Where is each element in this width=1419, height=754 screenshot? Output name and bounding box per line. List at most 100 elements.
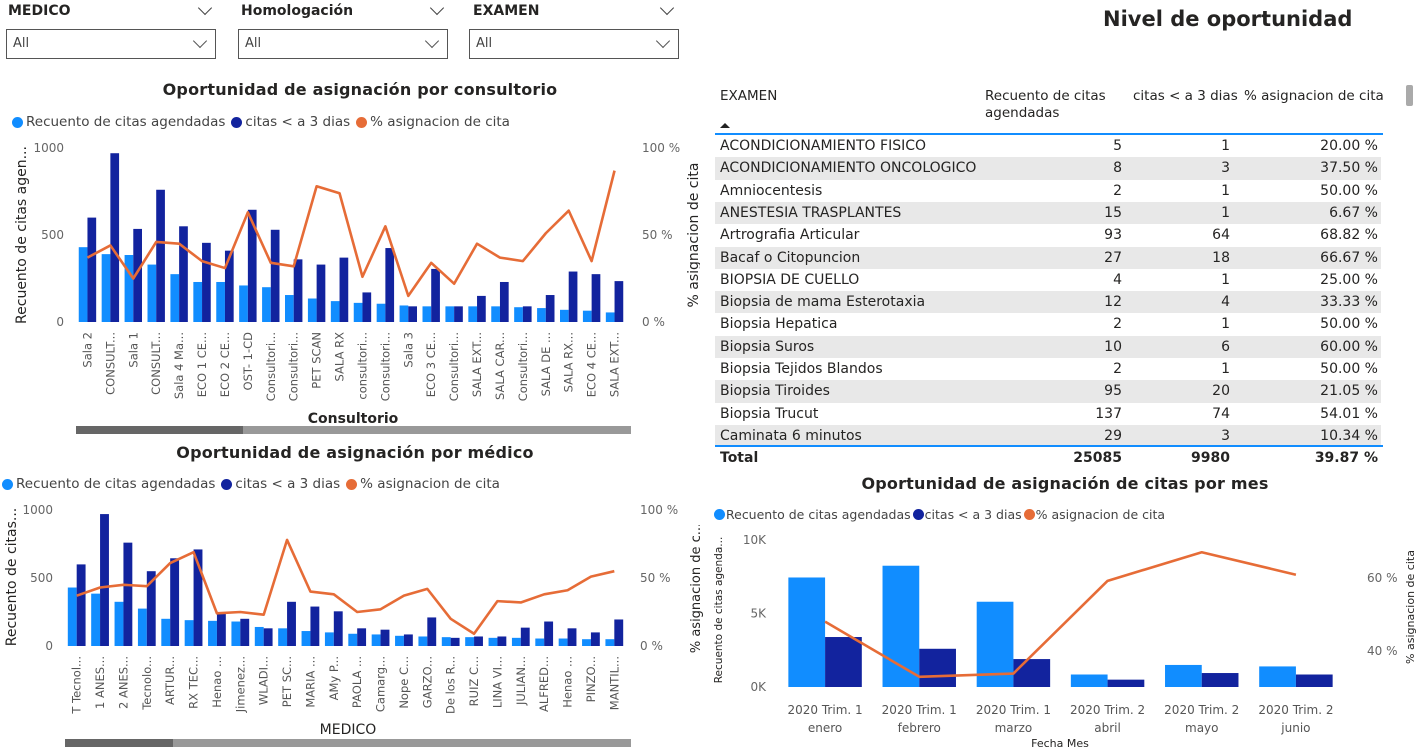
table-row[interactable]: Biopsia Tejidos Blandos 2 1 50.00 % [715,358,1381,380]
legend-item-under3[interactable]: citas < a 3 dias [912,507,1022,522]
bar-citas-3 [385,248,395,322]
legend-item-count[interactable]: Recuento de citas agendadas [2,476,215,492]
bar-recuento [441,637,451,646]
table-row[interactable]: Biopsia Trucut 137 74 54.01 % [715,403,1381,425]
chevron-down-icon[interactable] [659,0,675,16]
x-tick-label: 2 ANES... [116,656,130,709]
cell-pct: 33.33 % [1320,294,1378,311]
legend-dot-icon [356,116,368,128]
sort-ascending-icon[interactable] [720,123,730,128]
table-header-examen[interactable]: EXAMEN [720,88,778,104]
table-row[interactable]: ACONDICIONAMIENTO FISICO 5 1 20.00 % [715,135,1381,157]
chevron-down-icon[interactable] [429,0,445,16]
x-tick-label: PINZO... [584,656,598,702]
cell-citas-3: 1 [1221,138,1230,154]
cell-examen: ACONDICIONAMIENTO FISICO [720,138,927,154]
table-row[interactable]: Bacaf o Citopuncion 27 18 66.67 % [715,246,1381,269]
bar-recuento [147,264,157,322]
legend-item-pct[interactable]: % asignacion de cita [346,476,500,492]
bar-citas-3 [100,514,109,646]
legend-item-pct[interactable]: % asignacion de cita [1023,507,1165,522]
bar-recuento [216,281,225,322]
table-row[interactable]: Biopsia Tiroides 95 20 21.05 % [715,380,1381,403]
legend-item-pct[interactable]: % asignacion de cita [356,114,510,130]
table-header-recuento[interactable]: Recuento de citas agendadas [985,88,1106,121]
bar-citas-3 [474,636,483,646]
chart-consultorio[interactable]: 1000 500 0 100 % 50 % 0 % Sala 2 CONSULT... Sala… [0,135,700,435]
legend-label: % asignacion de cita [360,476,500,492]
bar-citas-3 [403,634,413,646]
legend-dot-icon [714,509,725,520]
x-tick-label: PAOLA ... [350,656,364,708]
table-row[interactable]: ACONDICIONAMIENTO ONCOLOGICO 8 3 37.50 % [715,157,1381,180]
cell-examen: Biopsia Suros [720,338,815,355]
table-header-pct[interactable]: % asignacion de cita [1244,88,1384,104]
chart-mes[interactable]: 10K 5K 0K 60 % 40 % 2020 Trim. 1 enero 2020 Tri… [680,525,1419,754]
legend-item-under3[interactable]: citas < a 3 dias [231,114,350,130]
bar-citas-3 [1013,659,1051,687]
table-row[interactable]: BIOPSIA DE CUELLO 4 1 25.00 % [715,269,1381,291]
slicer-examen-title: EXAMEN [473,3,540,19]
slicer-homologacion-dropdown[interactable]: All [238,29,448,59]
slicer-homologacion-title: Homologación [241,3,354,19]
table-header-citas-3[interactable]: citas < a 3 dias [1133,88,1238,104]
bar-citas-3 [825,637,862,687]
y-tick-label: 0 [45,639,53,653]
table-row[interactable]: Biopsia Suros 10 6 60.00 % [715,335,1381,358]
legend-label: % asignacion de cita [370,114,510,130]
legend-dot-icon [2,478,13,490]
legend-item-under3[interactable]: citas < a 3 dias [221,476,340,492]
bar-citas-3 [919,648,956,687]
bar-recuento [1259,666,1296,687]
slicer-homologacion-value: All [245,36,262,51]
bar-citas-3 [1201,673,1239,687]
chart-medico-scrollbar-thumb[interactable] [65,739,173,747]
cell-recuento: 10 [1104,338,1122,355]
bar-citas-3 [287,601,296,646]
x-tick-label: De los R... [444,656,458,714]
legend-item-count[interactable]: Recuento de citas agendadas [714,507,911,522]
legend-label: Recuento de citas agendadas [16,476,216,492]
bar-recuento [330,301,340,322]
bar-citas-3 [522,306,532,322]
header-divider [715,133,1383,135]
cell-recuento: 29 [1104,427,1122,444]
table-row[interactable]: Caminata 6 minutos 29 3 10.34 % [715,424,1381,448]
bar-recuento [353,302,363,322]
slicer-medico-dropdown[interactable]: All [6,29,216,59]
y-axis-title: Recuento de citas... [4,508,20,647]
chart-medico-scrollbar-track[interactable] [173,739,631,747]
bar-citas-3 [156,189,165,322]
x-tick-label: Sala 2 [80,332,94,368]
chart-consultorio-scrollbar-track[interactable] [243,426,631,434]
x-axis-title: Fecha Mes [1031,737,1089,750]
chart-consultorio-scrollbar-thumb[interactable] [76,426,243,434]
x-tick-label: marzo [995,721,1033,735]
bar-citas-3 [170,558,180,646]
chart-medico[interactable]: 1000 500 0 100 % 50 % 0 % T Tecnol... 1 ANES...… [0,497,700,742]
table-row[interactable]: ANESTESIA TRASPLANTES 15 1 6.67 % [715,201,1381,225]
table-row[interactable]: Biopsia Hepatica 2 1 50.00 % [715,313,1381,335]
legend-dot-icon [912,509,924,520]
table-row[interactable]: Amniocentesis 2 1 50.00 % [715,180,1381,202]
cell-recuento: 2 [1113,361,1122,377]
table-scrollbar-thumb[interactable] [1406,85,1413,106]
bar-recuento [170,274,180,322]
bar-recuento [535,638,545,646]
legend-item-count[interactable]: Recuento de citas agendadas [12,114,225,130]
y2-tick-label: 50 % [640,571,671,585]
table-row[interactable]: Biopsia de mama Esterotaxia 12 4 33.33 % [715,291,1381,314]
bar-citas-3 [1295,674,1333,687]
table-row[interactable]: Artrografia Articular 93 64 68.82 % [715,224,1381,246]
y-axis-title: Recuento de citas agen... [14,146,30,324]
bar-recuento [488,637,498,646]
bar-recuento [161,618,171,646]
legend-dot-icon [346,478,358,490]
chevron-down-icon[interactable] [197,0,213,16]
bar-recuento [445,306,455,322]
slicer-examen-dropdown[interactable]: All [469,29,679,59]
bar-citas-3 [339,257,349,322]
chart-medico-title: Oportunidad de asignación por médico [176,443,534,462]
cell-citas-3: 4 [1221,294,1230,311]
bar-recuento [184,620,194,646]
